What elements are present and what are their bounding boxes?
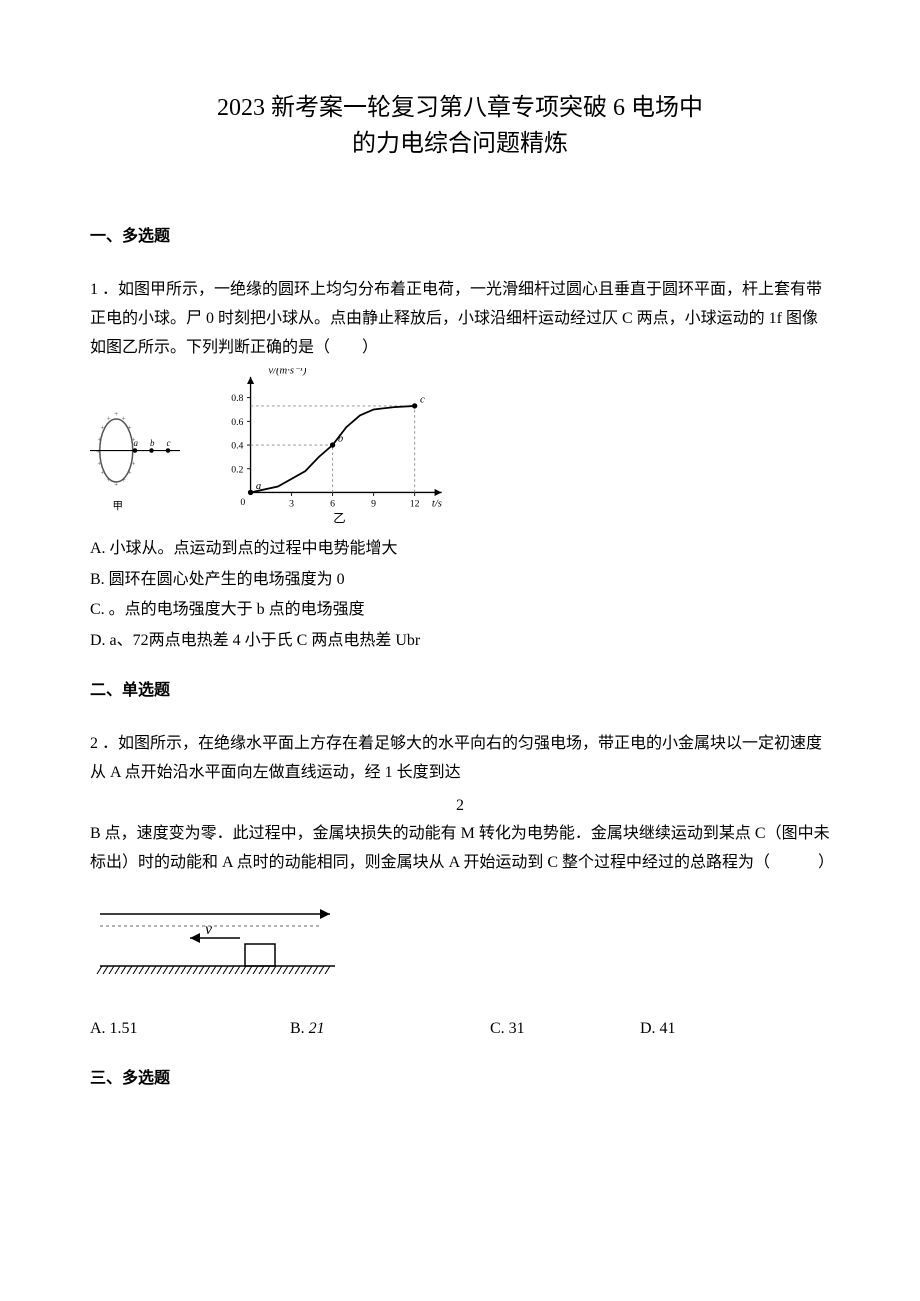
question-2-frac: 2	[90, 792, 830, 821]
label-a: a	[134, 438, 139, 448]
document-page: 2023 新考案一轮复习第八章专项突破 6 电场中 的力电综合问题精炼 一、多选…	[0, 0, 920, 1301]
question-2-figure: v	[90, 896, 830, 997]
velocity-label: v	[205, 921, 213, 938]
svg-text:b: b	[338, 434, 343, 445]
question-2-choices: A. 1.51 B. 21 C. 31 D. 41	[90, 1015, 830, 1044]
label-c: c	[167, 438, 171, 448]
section-1-heading: 一、多选题	[90, 222, 830, 246]
block-field-figure: v	[90, 896, 350, 986]
svg-text:v/(m·s⁻¹): v/(m·s⁻¹)	[268, 368, 307, 376]
svg-text:0.2: 0.2	[231, 465, 243, 476]
choice-c: C. 31	[490, 1015, 640, 1044]
svg-text:+: +	[114, 409, 118, 418]
option-a: A. 小球从。点运动到点的过程中电势能增大	[90, 534, 830, 564]
vt-graph: 0.2 0.4 0.6 0.8 3 6 9 12 0 v/(m·s⁻¹) t/s a b c 乙	[210, 368, 460, 528]
svg-text:+: +	[128, 423, 132, 432]
svg-text:+: +	[122, 414, 126, 423]
svg-text:+: +	[122, 475, 126, 484]
svg-text:乙: 乙	[333, 512, 345, 526]
svg-text:3: 3	[289, 499, 294, 510]
section-2-heading: 二、单选题	[90, 676, 830, 700]
ring-figure: + ++ ++ ++ ++ ++ ++ ++ + a b c 甲	[90, 388, 180, 528]
svg-text:+: +	[131, 459, 135, 468]
svg-text:0.8: 0.8	[231, 394, 243, 405]
question-1: 1 ．如图甲所示，一绝缘的圆环上均匀分布着正电荷，一光滑细杆过圆心且垂直于圆环平…	[90, 276, 830, 656]
option-d: D. a、72两点电热差 4 小于氏 C 两点电热差 Ubr	[90, 626, 830, 656]
svg-text:+: +	[98, 435, 102, 444]
svg-text:12: 12	[410, 499, 420, 510]
svg-text:+: +	[114, 480, 118, 489]
question-2-text-1: 2 ．如图所示，在绝缘水平面上方存在着足够大的水平向右的匀强电场，带正电的小金属…	[90, 730, 830, 788]
question-1-text: 1 ．如图甲所示，一绝缘的圆环上均匀分布着正电荷，一光滑细杆过圆心且垂直于圆环平…	[90, 276, 830, 362]
svg-text:0.4: 0.4	[231, 441, 243, 452]
svg-text:0.6: 0.6	[231, 417, 243, 428]
option-b: B. 圆环在圆心处产生的电场强度为 0	[90, 565, 830, 595]
svg-text:9: 9	[371, 499, 376, 510]
svg-text:6: 6	[330, 499, 335, 510]
svg-text:+: +	[107, 475, 111, 484]
question-1-options: A. 小球从。点运动到点的过程中电势能增大 B. 圆环在圆心处产生的电场强度为 …	[90, 534, 830, 656]
svg-text:c: c	[420, 395, 425, 406]
svg-text:+: +	[101, 423, 105, 432]
svg-text:+: +	[101, 468, 105, 477]
question-2: 2 ．如图所示，在绝缘水平面上方存在着足够大的水平向右的匀强电场，带正电的小金属…	[90, 730, 830, 1044]
choice-a: A. 1.51	[90, 1015, 290, 1044]
svg-text:+: +	[128, 468, 132, 477]
choice-b: B. 21	[290, 1015, 490, 1044]
question-1-figures: + ++ ++ ++ ++ ++ ++ ++ + a b c 甲	[90, 368, 830, 528]
label-b: b	[150, 438, 155, 448]
svg-text:0: 0	[240, 497, 245, 508]
title-line-2: 的力电综合问题精炼	[352, 131, 568, 157]
ring-caption: 甲	[113, 501, 124, 512]
svg-text:t/s: t/s	[432, 499, 442, 510]
section-3-heading: 三、多选题	[90, 1064, 830, 1088]
title-line-1: 2023 新考案一轮复习第八章专项突破 6 电场中	[217, 95, 703, 121]
choice-d: D. 41	[640, 1015, 760, 1044]
question-2-text-2: B 点，速度变为零．此过程中，金属块损失的动能有 M 转化为电势能．金属块继续运…	[90, 820, 830, 878]
document-title: 2023 新考案一轮复习第八章专项突破 6 电场中 的力电综合问题精炼	[90, 90, 830, 162]
choice-b-value: 21	[309, 1020, 325, 1037]
svg-text:+: +	[107, 414, 111, 423]
choice-b-prefix: B.	[290, 1020, 309, 1037]
svg-text:+: +	[98, 459, 102, 468]
svg-text:a: a	[256, 481, 261, 492]
option-c: C. 。点的电场强度大于 b 点的电场强度	[90, 595, 830, 625]
